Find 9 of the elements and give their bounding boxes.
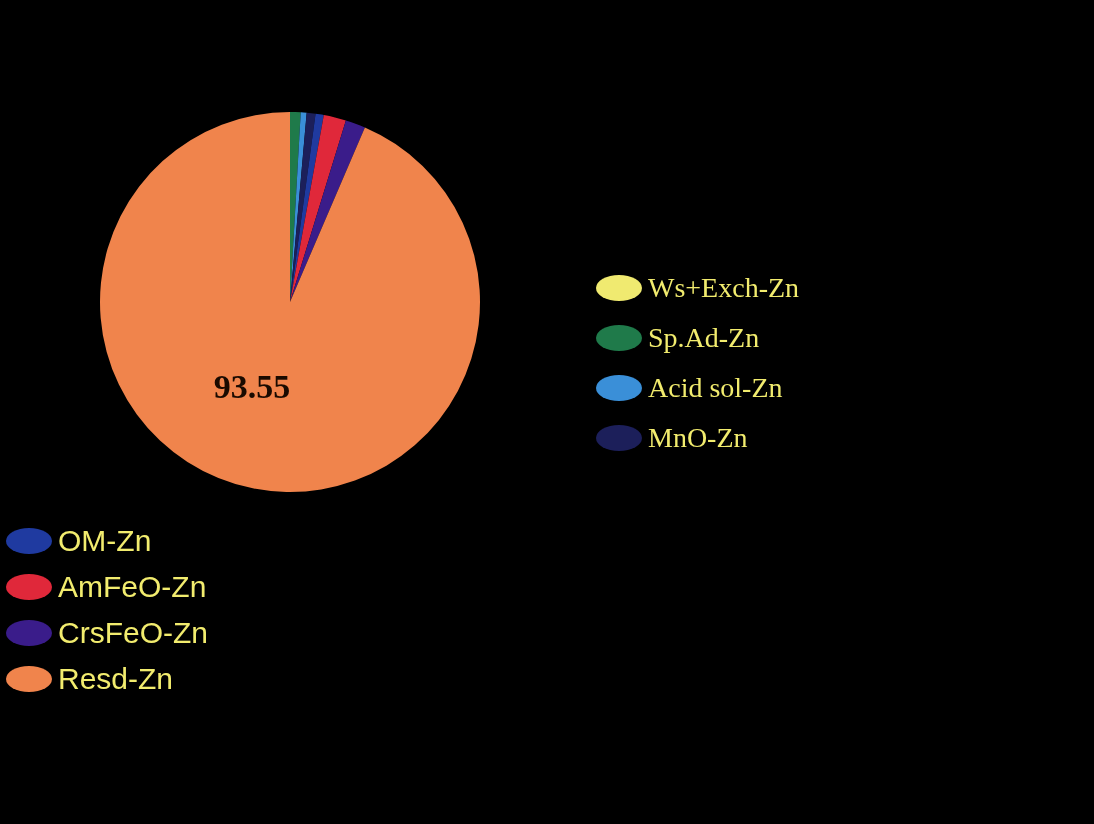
legend-label: OM-Zn xyxy=(58,524,152,558)
legend-label: Ws+Exch-Zn xyxy=(648,272,800,304)
legend-label: AmFeO-Zn xyxy=(58,570,207,604)
legend-label: Sp.Ad-Zn xyxy=(648,322,760,354)
data-label: 93.55 xyxy=(213,368,291,406)
legend-label: CrsFeO-Zn xyxy=(58,616,208,650)
legend-label: Acid sol-Zn xyxy=(648,372,783,404)
legend-label: Resd-Zn xyxy=(58,662,174,696)
legend-label: MnO-Zn xyxy=(648,422,748,454)
